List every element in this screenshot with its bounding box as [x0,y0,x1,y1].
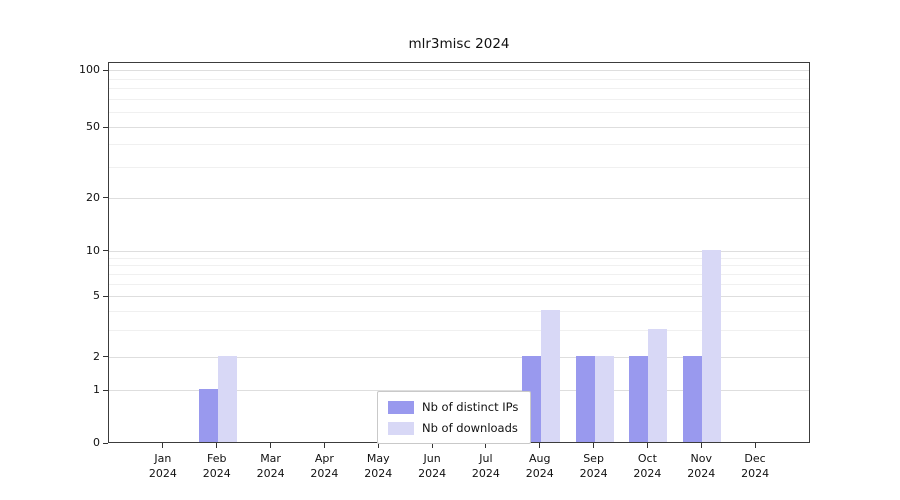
bar-downloads-sep [594,355,614,442]
gridline-100 [109,70,809,71]
gridline-5 [109,296,809,298]
y-tick-label-1: 1 [93,383,100,397]
y-tick-label-50: 50 [86,120,100,134]
legend-item-downloads: Nb of downloads [388,421,518,435]
gridline-70 [109,99,809,101]
bar-distinct-ips-sep [575,355,595,442]
gridline-7 [109,274,809,276]
bar-distinct-ips-feb [198,389,218,442]
y-tick-label-20: 20 [86,190,100,204]
gridline-90 [109,78,809,80]
chart-title: mlr3misc 2024 [408,36,510,52]
y-tick-mark [103,295,108,297]
y-tick-label-0: 0 [93,436,100,449]
x-tick-mark [323,443,325,448]
x-tick-mark [162,443,164,448]
gridline-6 [109,284,809,286]
gridline-3 [109,329,809,331]
x-tick-label-may: May 2024 [364,452,393,480]
gridline-80 [109,88,809,90]
gridline-2 [109,356,809,358]
x-tick-mark [270,443,272,448]
gridline-10 [109,250,809,252]
y-tick-label-5: 5 [93,289,100,303]
y-tick-mark [103,389,108,391]
y-tick-label-10: 10 [86,243,100,257]
gridline-20 [109,197,809,199]
y-tick-mark [103,250,108,252]
x-tick-label-nov: Nov 2024 [687,452,716,480]
y-tick-mark [103,69,108,71]
y-tick-mark [103,126,108,128]
gridline-9 [109,257,809,259]
gridline-40 [109,144,809,146]
x-tick-label-mar: Mar 2024 [256,452,285,480]
legend-swatch-distinct-ips [388,400,414,414]
bar-distinct-ips-oct [629,355,649,442]
x-tick-label-oct: Oct 2024 [633,452,662,480]
plot-area [108,62,810,443]
x-tick-mark [431,443,433,448]
y-tick-mark [103,442,108,444]
x-tick-mark [377,443,379,448]
y-tick-mark [103,356,108,358]
legend: Nb of distinct IPs Nb of downloads [377,391,532,444]
x-tick-label-sep: Sep 2024 [579,452,608,480]
bar-downloads-nov [702,249,722,442]
x-tick-mark [485,443,487,448]
x-tick-mark [593,443,595,448]
y-tick-label-2: 2 [93,349,100,363]
gridline-60 [109,112,809,114]
y-tick-label-100: 100 [79,63,100,76]
x-tick-mark [539,443,541,448]
bar-downloads-aug [540,309,560,442]
x-tick-mark [700,443,702,448]
legend-label-downloads: Nb of downloads [422,421,518,435]
gridline-4 [109,310,809,312]
x-tick-label-apr: Apr 2024 [310,452,339,480]
x-tick-mark [216,443,218,448]
legend-label-distinct-ips: Nb of distinct IPs [422,400,519,414]
x-tick-label-dec: Dec 2024 [741,452,770,480]
gridline-30 [109,166,809,168]
legend-item-distinct-ips: Nb of distinct IPs [388,400,518,414]
bar-downloads-feb [217,355,237,442]
x-tick-mark [754,443,756,448]
x-tick-label-jan: Jan 2024 [148,452,177,480]
x-tick-label-aug: Aug 2024 [525,452,554,480]
bar-downloads-oct [648,328,668,442]
bar-distinct-ips-nov [683,355,703,442]
legend-swatch-downloads [388,421,414,435]
x-tick-label-jun: Jun 2024 [418,452,447,480]
gridline-50 [109,127,809,129]
y-tick-mark [103,197,108,199]
x-tick-label-feb: Feb 2024 [202,452,231,480]
gridline-8 [109,265,809,267]
x-tick-label-jul: Jul 2024 [471,452,500,480]
gridline-1 [109,390,809,392]
x-tick-mark [646,443,648,448]
